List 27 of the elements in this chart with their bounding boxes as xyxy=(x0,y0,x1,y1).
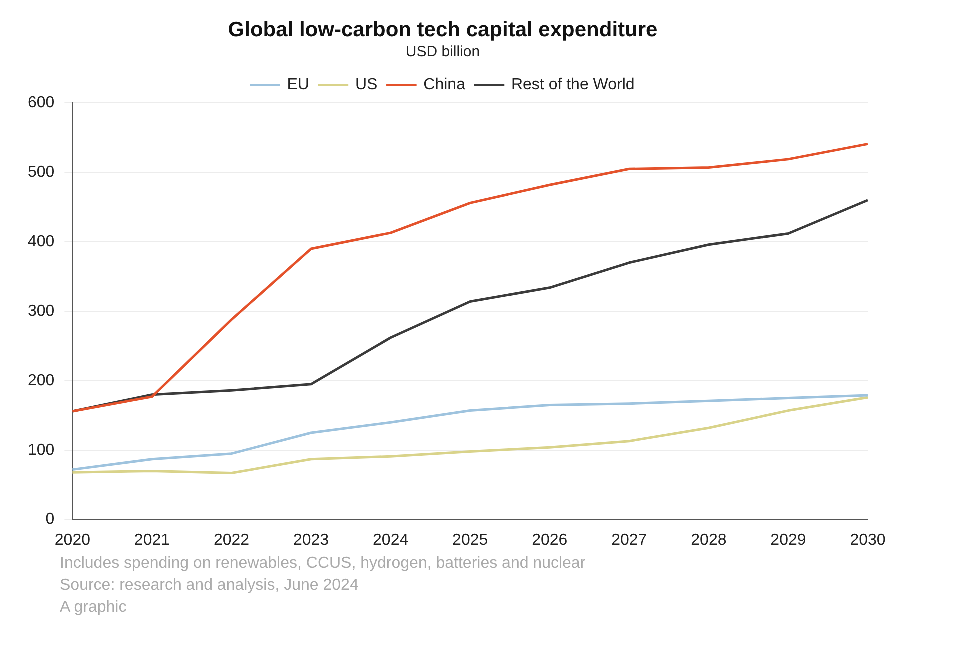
y-tick-label: 500 xyxy=(28,164,55,182)
chart-subtitle: USD billion xyxy=(406,43,480,60)
x-tick-label: 2024 xyxy=(373,532,409,549)
text: A graphic xyxy=(60,598,128,618)
x-tick-label: 2026 xyxy=(532,532,568,549)
text: Includes spending on renewables, CCUS, hydrogen, batteries and nuclear xyxy=(60,554,587,574)
x-tick-label: 2025 xyxy=(452,532,488,549)
x-tick-label: 2020 xyxy=(54,532,91,549)
chart-title: Global low-carbon tech capital expenditure xyxy=(228,18,658,42)
x-tick-label: 2021 xyxy=(134,532,170,549)
y-tick-label: 0 xyxy=(46,511,55,528)
y-tick-label: 300 xyxy=(28,302,55,320)
legend-label: Rest of the World xyxy=(511,76,635,94)
x-tick-label: 2029 xyxy=(770,532,806,549)
legend-label: China xyxy=(424,76,466,94)
legend-label: US xyxy=(355,76,378,94)
x-tick-label: 2023 xyxy=(293,532,330,549)
x-tick-label: 2027 xyxy=(612,532,648,549)
x-tick-label: 2030 xyxy=(850,532,886,549)
source-note: Source: research and analysis, June 2024 xyxy=(60,576,360,596)
y-tick-label: 400 xyxy=(28,233,55,250)
y-tick-label: 100 xyxy=(28,442,55,459)
y-tick-label: 200 xyxy=(28,372,55,390)
x-tick-label: 2028 xyxy=(691,532,727,549)
legend-label: EU xyxy=(287,76,310,94)
x-tick-label: 2022 xyxy=(214,532,250,549)
y-tick-label: 600 xyxy=(28,94,55,112)
